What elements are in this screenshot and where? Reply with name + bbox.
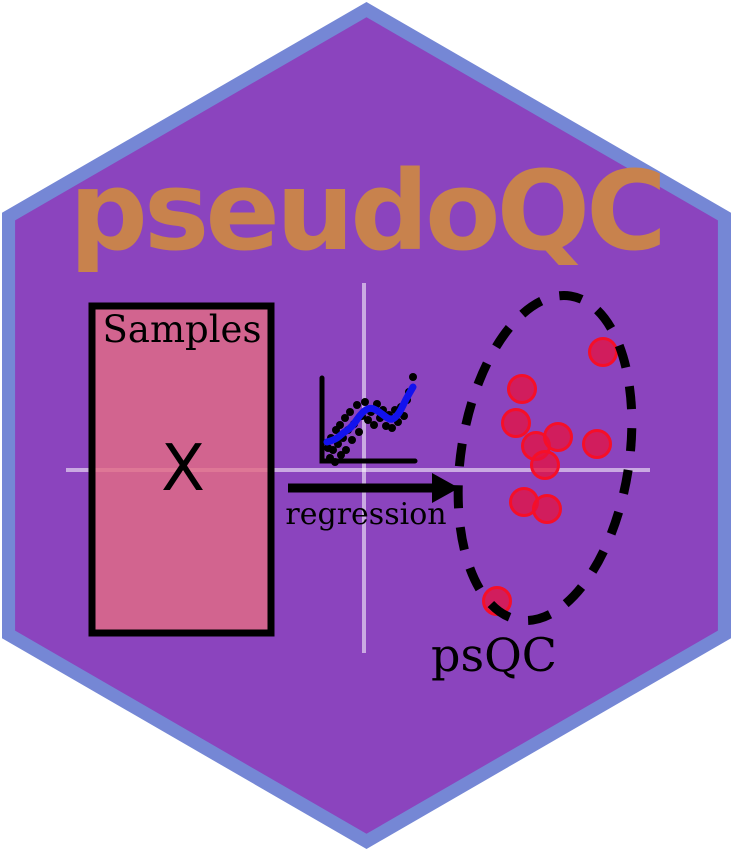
regression-arrow [288,473,459,503]
scatter-point [361,398,369,406]
scatter-point [331,458,339,466]
scatter-point [353,401,361,409]
scatter-point [337,451,345,459]
psqc-point [501,408,531,438]
samples-box [88,302,275,637]
arrow-head-icon [432,473,459,503]
psqc-point [532,494,562,524]
cluster-dashed-ellipse [453,290,637,626]
arrow-label: regression [285,497,447,532]
scatter-point [346,408,354,416]
samples-box-label: Samples [102,308,262,351]
scatter-point [409,373,417,381]
scatter-point [336,421,344,429]
scatter-point [370,421,378,429]
scatter-point [348,436,356,444]
psqc-point [507,374,537,404]
scatter-point [364,416,372,424]
psqc-sample-points [482,337,618,616]
psqc-cluster [453,290,637,626]
mini-regression-plot [319,373,418,466]
scatter-point [342,446,350,454]
package-title: pseudoQC [69,147,667,275]
psqc-point [582,429,612,459]
cluster-label: psQC [431,628,557,682]
scatter-point [329,446,337,454]
mini-plot-axes [319,375,418,464]
regression-curve [323,383,417,446]
matrix-x-symbol: X [161,432,205,506]
scatter-point [388,424,396,432]
scatter-point [355,428,363,436]
scatter-point [341,414,349,422]
psqc-point [588,337,618,367]
mini-plot-scatter-points [324,373,417,466]
psqc-point [543,422,573,452]
psqc-point [530,450,560,480]
